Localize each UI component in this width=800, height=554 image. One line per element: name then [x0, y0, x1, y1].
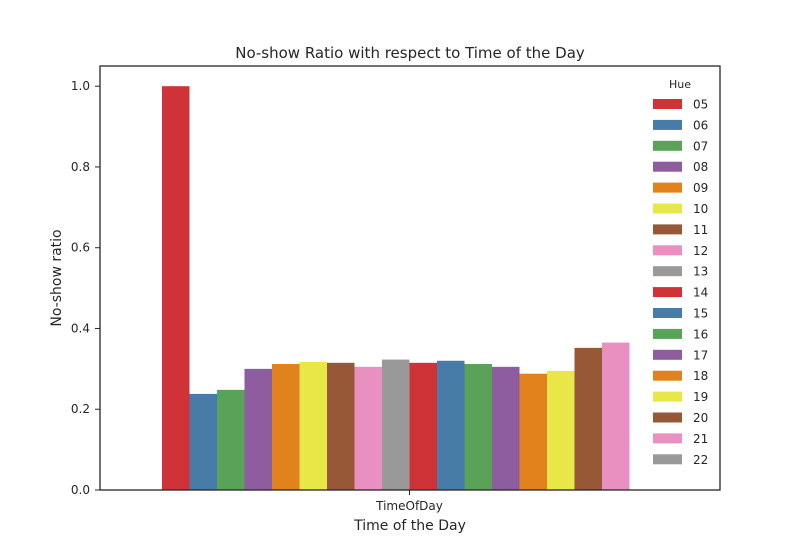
legend-label-09: 09 [693, 181, 708, 195]
bar-10 [299, 361, 327, 490]
bar-16 [464, 364, 492, 490]
legend-label-20: 20 [693, 411, 708, 425]
legend-swatch-13 [653, 266, 682, 277]
legend-label-10: 10 [693, 202, 708, 216]
legend-swatch-21 [653, 433, 682, 444]
y-tick-label: 0.6 [71, 241, 90, 255]
legend-label-14: 14 [693, 286, 708, 300]
legend: Hue 05 06 07 08 09 10 11 12 13 14 15 16 17 18 19 20 21 22 [653, 78, 708, 467]
legend-swatch-22 [653, 454, 682, 465]
bar-20 [574, 347, 602, 490]
legend-swatch-08 [653, 161, 682, 172]
legend-swatch-15 [653, 308, 682, 318]
legend-swatch-14 [653, 287, 682, 298]
bars-group [162, 86, 630, 490]
y-tick-label: 0.4 [71, 321, 90, 335]
bar-18 [519, 373, 547, 490]
legend-label-12: 12 [693, 244, 708, 258]
x-tick-label: TimeOfDay [375, 499, 443, 513]
bar-08 [244, 368, 272, 490]
y-tick-label: 0.8 [71, 160, 90, 174]
legend-label-19: 19 [693, 390, 708, 404]
legend-label-11: 11 [693, 223, 708, 237]
bar-12 [354, 366, 382, 490]
bar-15 [437, 360, 465, 490]
y-tick-label: 0.0 [71, 483, 90, 497]
legend-swatch-11 [653, 224, 682, 235]
legend-swatch-05 [653, 99, 682, 109]
bar-06 [189, 393, 217, 490]
legend-label-07: 07 [693, 139, 708, 153]
bar-07 [217, 389, 245, 490]
bar-13 [382, 359, 410, 490]
bar-14 [409, 362, 437, 490]
bar-17 [492, 366, 520, 490]
bar-21 [602, 342, 630, 490]
legend-swatch-10 [653, 203, 682, 214]
x-axis: TimeOfDay [375, 490, 443, 513]
chart-title: No-show Ratio with respect to Time of th… [235, 44, 585, 62]
legend-label-08: 08 [693, 160, 708, 174]
legend-label-16: 16 [693, 327, 708, 341]
legend-label-05: 05 [693, 98, 708, 112]
legend-label-13: 13 [693, 265, 708, 279]
legend-swatch-09 [653, 182, 682, 193]
legend-swatch-18 [653, 370, 682, 381]
legend-label-17: 17 [693, 348, 708, 362]
legend-swatch-06 [653, 119, 682, 130]
legend-label-22: 22 [693, 453, 708, 467]
legend-swatch-17 [653, 349, 682, 360]
y-axis-label: No-show ratio [49, 229, 65, 326]
legend-label-15: 15 [693, 307, 708, 321]
y-axis: 0.0 0.2 0.4 0.6 0.8 1.0 [71, 79, 100, 497]
x-axis-label: Time of the Day [353, 518, 466, 534]
legend-swatch-19 [653, 391, 682, 402]
legend-label-21: 21 [693, 432, 708, 446]
bar-11 [327, 362, 355, 490]
legend-label-18: 18 [693, 369, 708, 383]
y-tick-label: 0.2 [71, 402, 90, 416]
bar-05 [162, 86, 190, 490]
legend-items: 05 06 07 08 09 10 11 12 13 14 15 16 17 18 19 20 21 22 [653, 98, 708, 467]
legend-swatch-20 [653, 412, 682, 423]
legend-swatch-16 [653, 328, 682, 339]
bar-19 [547, 370, 575, 490]
y-tick-label: 1.0 [71, 79, 90, 93]
legend-swatch-12 [653, 245, 682, 256]
legend-title: Hue [669, 78, 691, 91]
legend-swatch-07 [653, 140, 682, 151]
legend-label-06: 06 [693, 118, 708, 132]
bar-09 [272, 364, 300, 490]
